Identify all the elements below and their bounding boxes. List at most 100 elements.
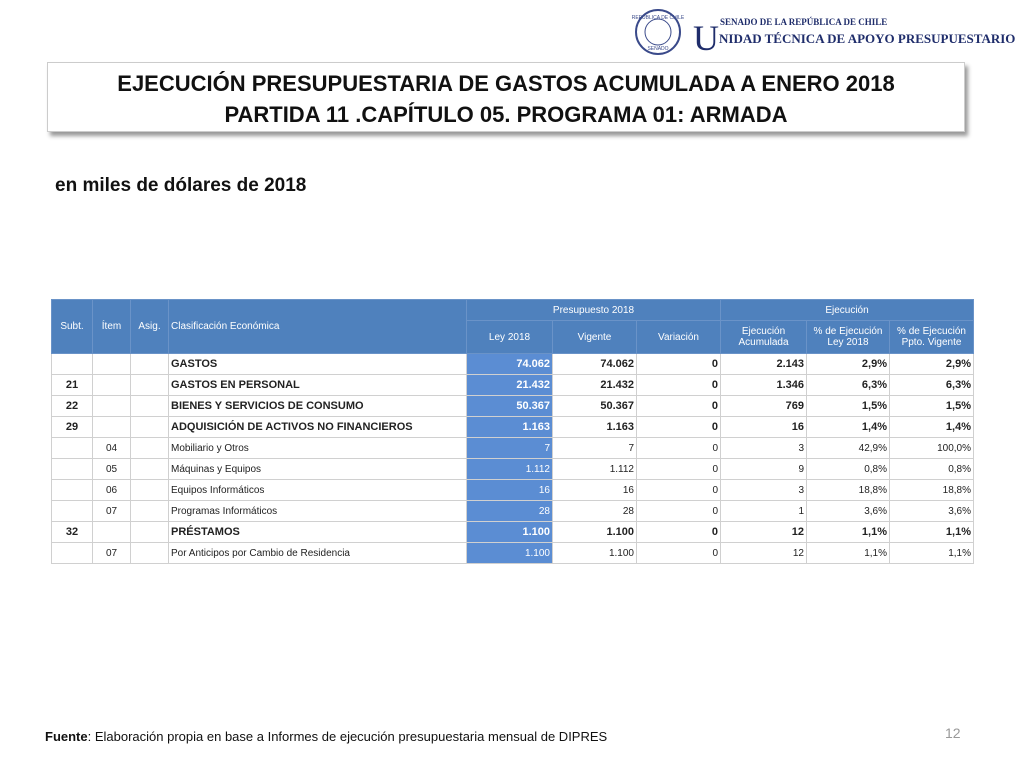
cell: 1.163 [552,416,637,438]
data-row: GASTOS 74.062 74.062 0 2.143 2,9% 2,9% [51,353,974,375]
header-row: Subt. Ítem Asig. Clasificación Económica Pre… [51,299,974,354]
cell: 2.143 [720,353,807,375]
data-row: 22 BIENES Y SERVICIOS DE CONSUMO 50.367 50.… [51,395,974,417]
cell: Por Anticipos por Cambio de Residencia [168,542,467,564]
data-row: 05 Máquinas y Equipos 1.112 1.112 0 9 0,8% 0,8% [51,458,974,480]
cell: 3,6% [806,500,890,522]
column-header: Ejecución Acumulada [720,320,807,354]
cell: 6,3% [889,374,974,396]
column-header: Subt. [51,299,93,354]
data-row: 21 GASTOS EN PERSONAL 21.432 21.432 0 1.346 6,… [51,374,974,396]
header-line: Variación [658,331,699,343]
cell [92,353,131,375]
cell: 2,9% [889,353,974,375]
cell: 1.112 [466,458,553,480]
cell: Máquinas y Equipos [168,458,467,480]
group-header: Ejecución [720,299,974,321]
logo: REPÚBLICA DE CHILE SENADO U SENADO DE LA… [632,9,1015,58]
header-line: Asig. [138,321,161,332]
cell: 9 [720,458,807,480]
cell [130,353,169,375]
cell [130,542,169,564]
cell: 0 [636,500,721,522]
cell: 1.100 [552,521,637,543]
cell: 1.100 [552,542,637,564]
cell: 16 [720,416,807,438]
cell: PRÉSTAMOS [168,521,467,543]
cell [130,479,169,501]
column-header: Ley 2018 [466,320,553,354]
cell: 50.367 [466,395,553,417]
cell: 1.112 [552,458,637,480]
cell: 16 [466,479,553,501]
cell: 0 [636,416,721,438]
data-row: 32 PRÉSTAMOS 1.100 1.100 0 12 1,1% 1,1% [51,521,974,543]
cell: 100,0% [889,437,974,459]
cell [130,374,169,396]
cell: 74.062 [466,353,553,375]
cell: 12 [720,521,807,543]
cell: 3,6% [889,500,974,522]
header-line: Vigente [577,331,612,343]
cell: 1,1% [889,521,974,543]
cell: 21.432 [466,374,553,396]
subtitle: en miles de dólares de 2018 [55,175,307,196]
header-line: % de Ejecución [813,326,883,337]
column-header: Vigente [552,320,637,354]
cell: 18,8% [889,479,974,501]
cell: 16 [552,479,637,501]
data-row: 29 ADQUISICIÓN DE ACTIVOS NO FINANCIEROS 1… [51,416,974,438]
cell: 21 [51,374,93,396]
cell: 0 [636,395,721,417]
cell: 0 [636,521,721,543]
cell: 42,9% [806,437,890,459]
cell: 0 [636,542,721,564]
cell: 1,4% [889,416,974,438]
cell: 28 [552,500,637,522]
seal-bottom: SENADO [647,46,668,52]
cell: 1 [720,500,807,522]
column-header: Variación [636,320,721,354]
cell: 1,1% [806,521,890,543]
cell [130,458,169,480]
cell: 0 [636,374,721,396]
cell: Programas Informáticos [168,500,467,522]
unit: NIDAD TÉCNICA DE APOYO PRESUPUESTARIO [719,31,1015,46]
cell: 1,1% [806,542,890,564]
cell: 1.346 [720,374,807,396]
cell [51,500,93,522]
cell: 07 [92,542,131,564]
cell [92,521,131,543]
budget-table: Subt. Ítem Asig. Clasificación Económica Pre… [51,299,974,564]
cell: 1,5% [889,395,974,417]
cell: 0,8% [806,458,890,480]
unit-letter: U [693,18,719,58]
cell: 18,8% [806,479,890,501]
cell: 1.100 [466,542,553,564]
header-line: Ppto. Vigente [901,337,962,348]
cell: 74.062 [552,353,637,375]
cell: 0 [636,479,721,501]
title-line: EJECUCIÓN PRESUPUESTARIA DE GASTOS ACUMU… [117,71,895,96]
seal-top: REPÚBLICA DE CHILE [632,14,685,21]
cell [51,479,93,501]
cell [92,374,131,396]
cell [51,353,93,375]
group-header: Presupuesto 2018 [466,299,721,321]
cell [130,437,169,459]
org: SENADO DE LA REPÚBLICA DE CHILE [720,17,887,27]
header-line: Ley 2018 [827,337,869,348]
cell [130,521,169,543]
cell: 769 [720,395,807,417]
seal-inner [644,18,672,46]
header-line: Subt. [60,321,84,332]
cell [51,458,93,480]
cell: 0 [636,353,721,375]
cell: 0,8% [889,458,974,480]
cell [51,542,93,564]
cell: 0 [636,437,721,459]
cell: 50.367 [552,395,637,417]
header-row: Ley 2018 Vigente Variación Ejecución Acumula… [52,320,974,354]
cell: 0 [636,458,721,480]
cell: 7 [552,437,637,459]
